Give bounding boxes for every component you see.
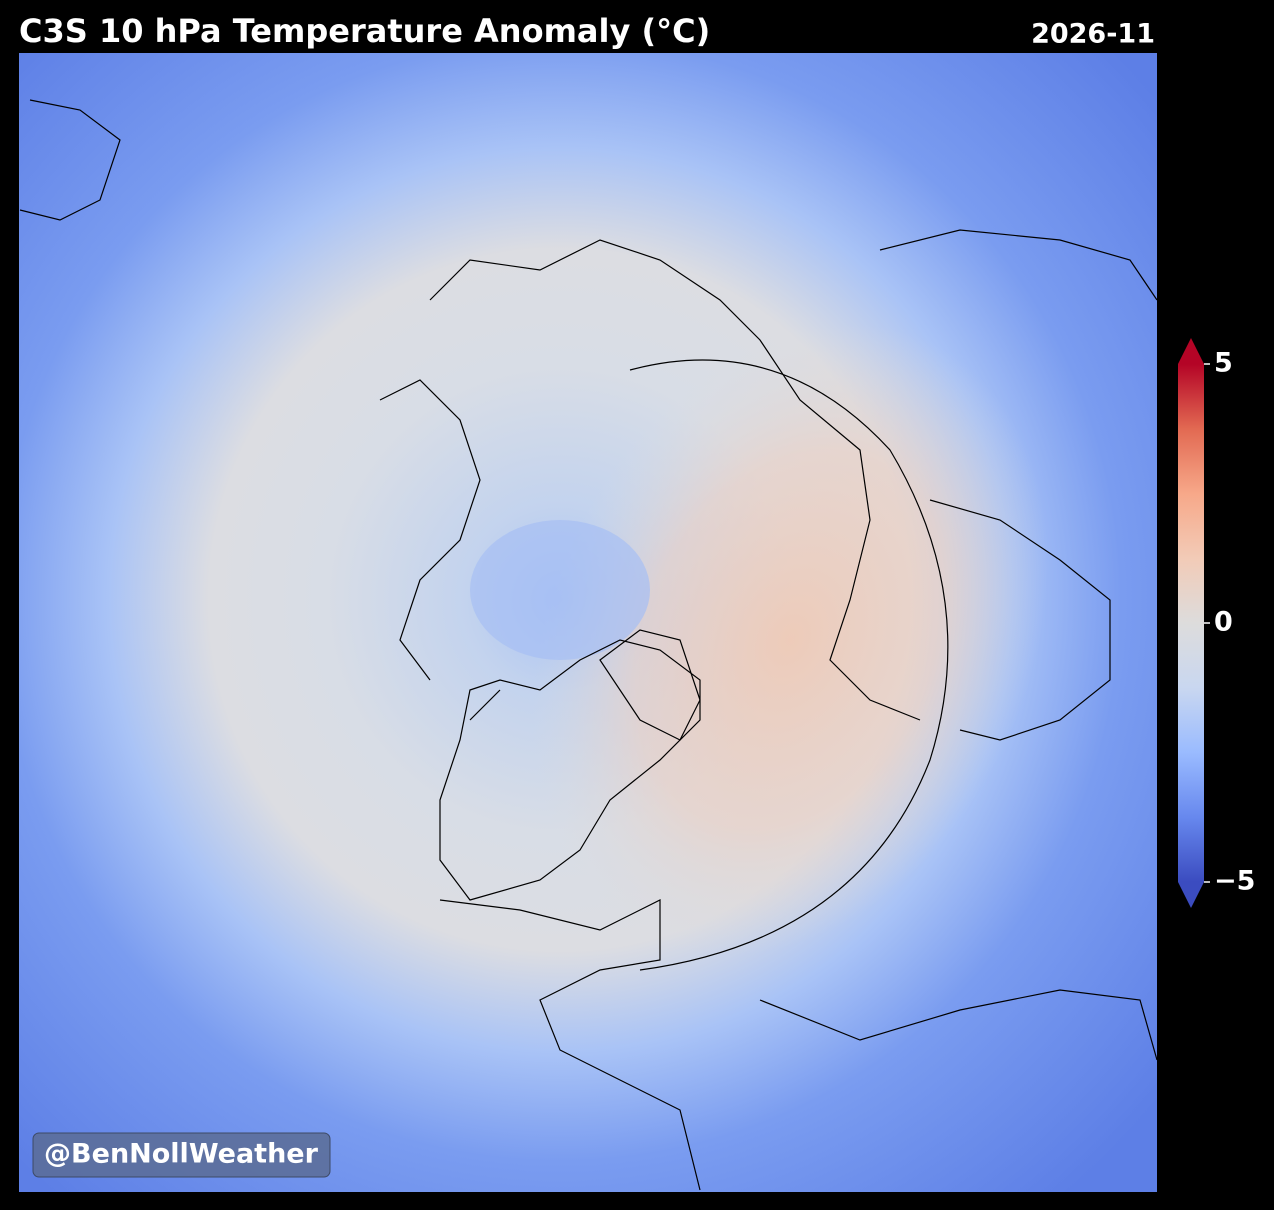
colorbar-extend-max — [1178, 338, 1204, 364]
colorbar-extend-min — [1178, 882, 1204, 908]
map-field — [19, 53, 1157, 1192]
colorbar-tick-label: −5 — [1214, 866, 1255, 897]
colorbar-scale — [1178, 364, 1204, 882]
colorbar-tick-label: 5 — [1214, 348, 1233, 379]
coastlines — [19, 99, 1157, 1191]
watermark-box — [32, 1132, 331, 1178]
watermark: @BenNollWeather — [44, 1139, 319, 1170]
chart-subtitle: 2026-11 — [1031, 19, 1155, 50]
colorbar: 5 0 −5 — [1178, 338, 1255, 908]
chart-title: C3S 10 hPa Temperature Anomaly (°C) — [19, 12, 710, 50]
colorbar-tick-label: 0 — [1214, 607, 1233, 638]
